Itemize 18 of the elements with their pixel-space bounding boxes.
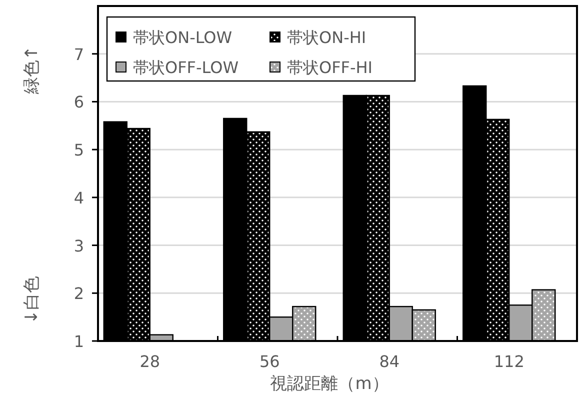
- legend-label: 帯状ON-HI: [287, 28, 366, 47]
- y-tick-label: 4: [74, 188, 84, 208]
- x-tick-label: 112: [494, 352, 524, 371]
- legend-label: 帯状OFF-HI: [287, 58, 373, 77]
- y-tick-label: 3: [74, 236, 84, 256]
- x-tick-label: 84: [379, 352, 400, 371]
- y-tick-label: 7: [74, 44, 84, 64]
- x-tick-label: 56: [259, 352, 280, 371]
- y-tick-label: 1: [74, 332, 84, 351]
- y-tick-label: 5: [74, 140, 84, 160]
- text: 緑色↑: [22, 46, 42, 96]
- text: ↓白色: [22, 276, 42, 324]
- legend-label: 帯状OFF-LOW: [133, 58, 239, 77]
- x-tick-label: 28: [140, 352, 160, 371]
- x-axis-title: 視認距離（m）: [270, 374, 389, 394]
- y-tick-label: 6: [74, 92, 84, 112]
- y-tick-label: 2: [74, 284, 84, 304]
- legend-label: 帯状ON-LOW: [133, 28, 232, 47]
